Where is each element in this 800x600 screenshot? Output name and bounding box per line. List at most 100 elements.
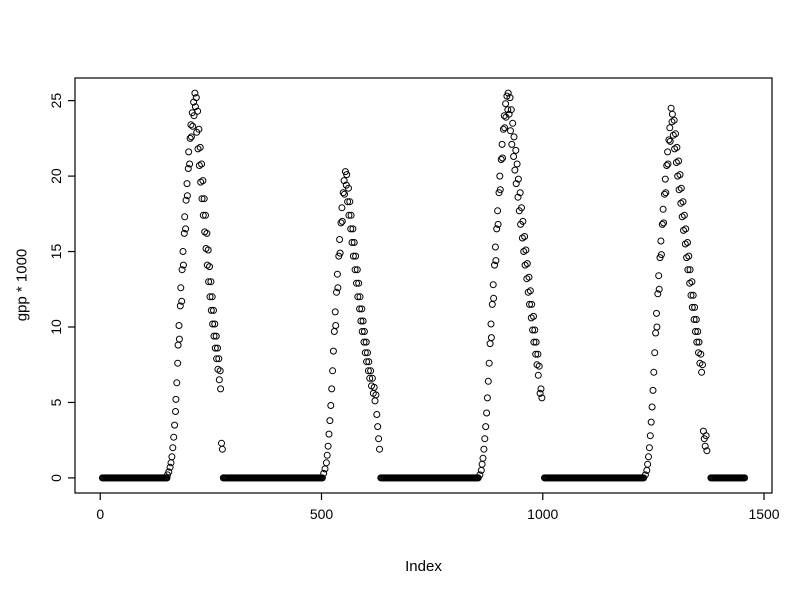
data-point [507, 106, 515, 114]
data-point [480, 445, 488, 453]
data-point [187, 133, 195, 141]
data-point [329, 347, 337, 355]
data-point [659, 205, 667, 213]
data-point [356, 293, 364, 301]
data-point [519, 217, 527, 225]
data-point [341, 190, 348, 198]
data-point [501, 124, 509, 132]
data-point [184, 165, 192, 172]
data-point [336, 236, 344, 243]
data-point [673, 143, 681, 151]
data-point [351, 266, 359, 274]
data-point [175, 322, 183, 329]
data-point [485, 359, 493, 367]
data-point [694, 328, 702, 335]
data-point [339, 189, 347, 197]
data-point [174, 359, 182, 367]
data-point [699, 361, 706, 369]
data-point [355, 279, 363, 287]
data-point [644, 460, 652, 468]
data-point [483, 394, 491, 402]
data-point [688, 278, 696, 286]
data-point [174, 341, 182, 349]
data-point [490, 294, 498, 302]
data-point [497, 156, 505, 163]
data-point [507, 127, 514, 135]
x-tick-label: 1500 [748, 506, 779, 522]
data-point [192, 94, 200, 102]
data-point [690, 316, 698, 323]
data-point [324, 442, 332, 450]
data-point [684, 239, 691, 246]
y-tick-label: 5 [48, 398, 64, 406]
data-point [323, 451, 331, 459]
data-point [665, 136, 673, 144]
data-point [660, 219, 668, 227]
data-point [698, 368, 706, 376]
data-point [325, 430, 333, 438]
data-point [514, 175, 522, 183]
data-point [180, 229, 188, 237]
data-point [510, 133, 518, 141]
data-point [204, 246, 212, 254]
data-point [368, 374, 376, 382]
data-point [661, 175, 669, 183]
data-point [535, 362, 543, 370]
data-point [170, 433, 178, 441]
data-point [328, 385, 336, 393]
data-point [536, 389, 544, 397]
data-point [491, 261, 498, 269]
data-point [689, 291, 697, 299]
data-point [687, 291, 695, 299]
data-point [479, 454, 487, 462]
data-point [516, 189, 524, 197]
x-tick-label: 500 [310, 506, 334, 522]
data-point [216, 367, 224, 375]
data-point [207, 306, 215, 314]
data-point [359, 317, 367, 325]
data-point [338, 217, 346, 225]
data-point [483, 409, 491, 417]
data-point [506, 94, 514, 102]
data-point [171, 421, 179, 429]
data-point [486, 340, 494, 348]
data-point [327, 402, 335, 409]
data-point [680, 211, 688, 219]
data-point [178, 297, 186, 305]
data-point [356, 305, 364, 313]
data-point [679, 198, 687, 206]
data-point [655, 285, 663, 293]
data-point [647, 418, 655, 426]
data-point [691, 303, 699, 311]
data-point [664, 160, 672, 168]
data-point [361, 349, 369, 357]
data-point [181, 213, 189, 221]
data-point [653, 309, 660, 317]
data-point [352, 252, 360, 260]
data-point [518, 204, 525, 212]
data-point [663, 162, 671, 169]
data-point [344, 198, 352, 206]
data-point [493, 225, 501, 233]
data-point [199, 211, 207, 219]
data-point [489, 281, 497, 289]
data-point [677, 199, 685, 207]
data-point [199, 177, 207, 185]
data-point [482, 423, 490, 431]
data-point [494, 220, 502, 228]
data-point [672, 130, 679, 138]
data-point [478, 460, 486, 468]
data-point [173, 379, 181, 387]
data-point [375, 435, 383, 443]
data-point [354, 293, 362, 301]
data-point [185, 148, 193, 156]
data-point [202, 211, 209, 219]
data-point [318, 474, 326, 482]
data-point [532, 350, 540, 358]
data-point [500, 112, 508, 120]
data-point [658, 220, 666, 228]
data-point [322, 459, 330, 467]
data-point [362, 338, 370, 346]
data-point [373, 411, 381, 418]
x-axis-label: Index [405, 558, 442, 575]
